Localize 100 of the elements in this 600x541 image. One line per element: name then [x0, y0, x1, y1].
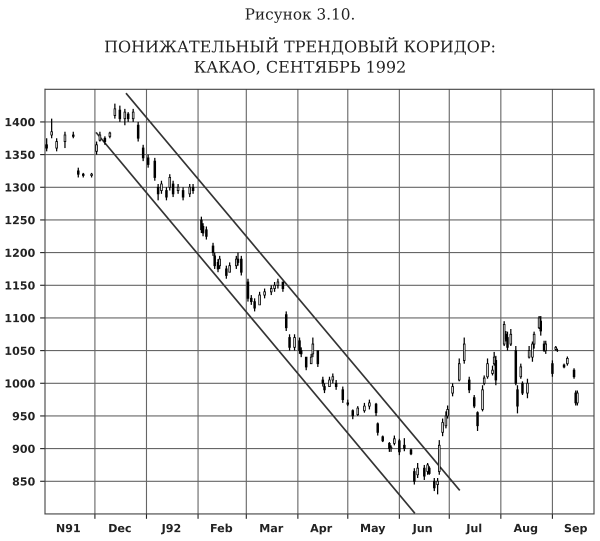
candlestick [298, 336, 301, 354]
candlestick [142, 144, 144, 162]
candlestick [205, 226, 208, 240]
candlestick [521, 380, 524, 396]
y-tick-label: 900 [12, 444, 35, 453]
candlestick [182, 186, 184, 201]
chart-title: ПОНИЖАТЕЛЬНЫЙ ТРЕНДОВЫЙ КОРИДОР: КАКАО, СЕНТЯБРЬ 1992 [104, 37, 494, 75]
x-tick-label: N91 [56, 524, 80, 532]
candlestick [540, 315, 542, 336]
candlestick [528, 345, 530, 360]
x-tick-label: Dec [109, 524, 131, 532]
candlestick [481, 384, 484, 412]
x-tick-label: Feb [211, 524, 232, 532]
candlestick [328, 376, 331, 388]
candlestick [77, 167, 80, 178]
x-tick-label: Apr [310, 524, 332, 534]
candlestick [342, 386, 344, 404]
candlestick [472, 394, 476, 409]
candlestick [276, 278, 280, 290]
candlestick [502, 320, 506, 347]
y-tick-label: 1350 [6, 150, 35, 159]
y-tick-label: 1150 [6, 281, 35, 290]
candlestick [423, 464, 426, 481]
y-tick-label: 1100 [6, 314, 35, 322]
candlestick [192, 183, 194, 194]
x-tick-label: Sep [564, 524, 587, 534]
candlestick [55, 138, 58, 152]
candlestick [363, 402, 366, 414]
candlestick [352, 408, 354, 420]
candlestick [436, 477, 439, 495]
candlestick [462, 336, 466, 364]
candlestick [118, 104, 122, 123]
x-tick-label: Jul [466, 524, 482, 534]
y-tick-label: 850 [12, 477, 35, 486]
candlestick [132, 108, 134, 123]
candlestick [393, 434, 396, 446]
candlestick [50, 118, 53, 139]
candlestick [316, 350, 320, 368]
candlestick [176, 183, 180, 194]
y-tick-label: 1300 [6, 183, 35, 192]
candlestick [273, 281, 276, 292]
candlestick [288, 334, 291, 352]
candlestick [572, 368, 576, 380]
x-tick-label: J92 [161, 524, 180, 534]
candlestick [376, 422, 379, 436]
x-tick-label: May [361, 524, 386, 534]
candlestick [368, 398, 371, 410]
candlestick [188, 183, 191, 198]
candlestick [114, 103, 116, 120]
candlestick [240, 255, 243, 276]
candlestick [451, 382, 454, 397]
candlestick [398, 438, 401, 456]
candlestick [304, 356, 308, 371]
y-tick-label: 1250 [6, 216, 35, 224]
candlestick [45, 138, 48, 152]
candlestick [476, 410, 479, 432]
candlestick [263, 288, 266, 299]
text: Рисунок 3.10. [246, 8, 354, 23]
candlestick [270, 284, 273, 296]
candlestick [544, 340, 548, 354]
y-tick-label: 1200 [6, 248, 35, 257]
candlestick [520, 363, 522, 380]
candlestick [98, 131, 102, 142]
candlestick [576, 390, 579, 406]
candlestick [156, 183, 160, 201]
candlestick [374, 402, 378, 417]
candlestick [200, 216, 203, 234]
candlestick [126, 112, 130, 123]
y-tick-label: 1050 [6, 346, 35, 355]
candlestick [468, 376, 470, 394]
candlestick [253, 298, 256, 312]
candlestick [246, 278, 250, 302]
candlestick [403, 438, 406, 452]
candlestick [510, 328, 512, 347]
candlestick [64, 131, 66, 149]
candlestick [494, 355, 498, 386]
y-tick-label: 950 [12, 412, 35, 420]
x-tick-label: Jun [412, 524, 432, 534]
candlestick [258, 291, 261, 306]
candlestick [458, 358, 460, 382]
candlestick [136, 121, 140, 142]
candlestick [356, 406, 360, 417]
candlestick [284, 310, 288, 332]
candlestick [551, 360, 554, 378]
candlestick [124, 108, 126, 126]
candlestick [146, 154, 150, 168]
x-tick-label: Mar [260, 524, 284, 532]
candlestick [72, 131, 75, 139]
y-tick-label: 1000 [6, 379, 35, 388]
candlestick [526, 378, 529, 399]
candlestick [293, 334, 296, 352]
candlestick [282, 281, 284, 292]
candlestick [433, 477, 436, 492]
x-tick-label: Aug [514, 524, 538, 534]
y-tick-label: 1400 [6, 118, 35, 126]
candlestick [154, 157, 156, 182]
candlestick [95, 140, 98, 156]
candlestick [566, 356, 569, 366]
candlestick [516, 384, 519, 414]
candlestick [225, 265, 228, 280]
